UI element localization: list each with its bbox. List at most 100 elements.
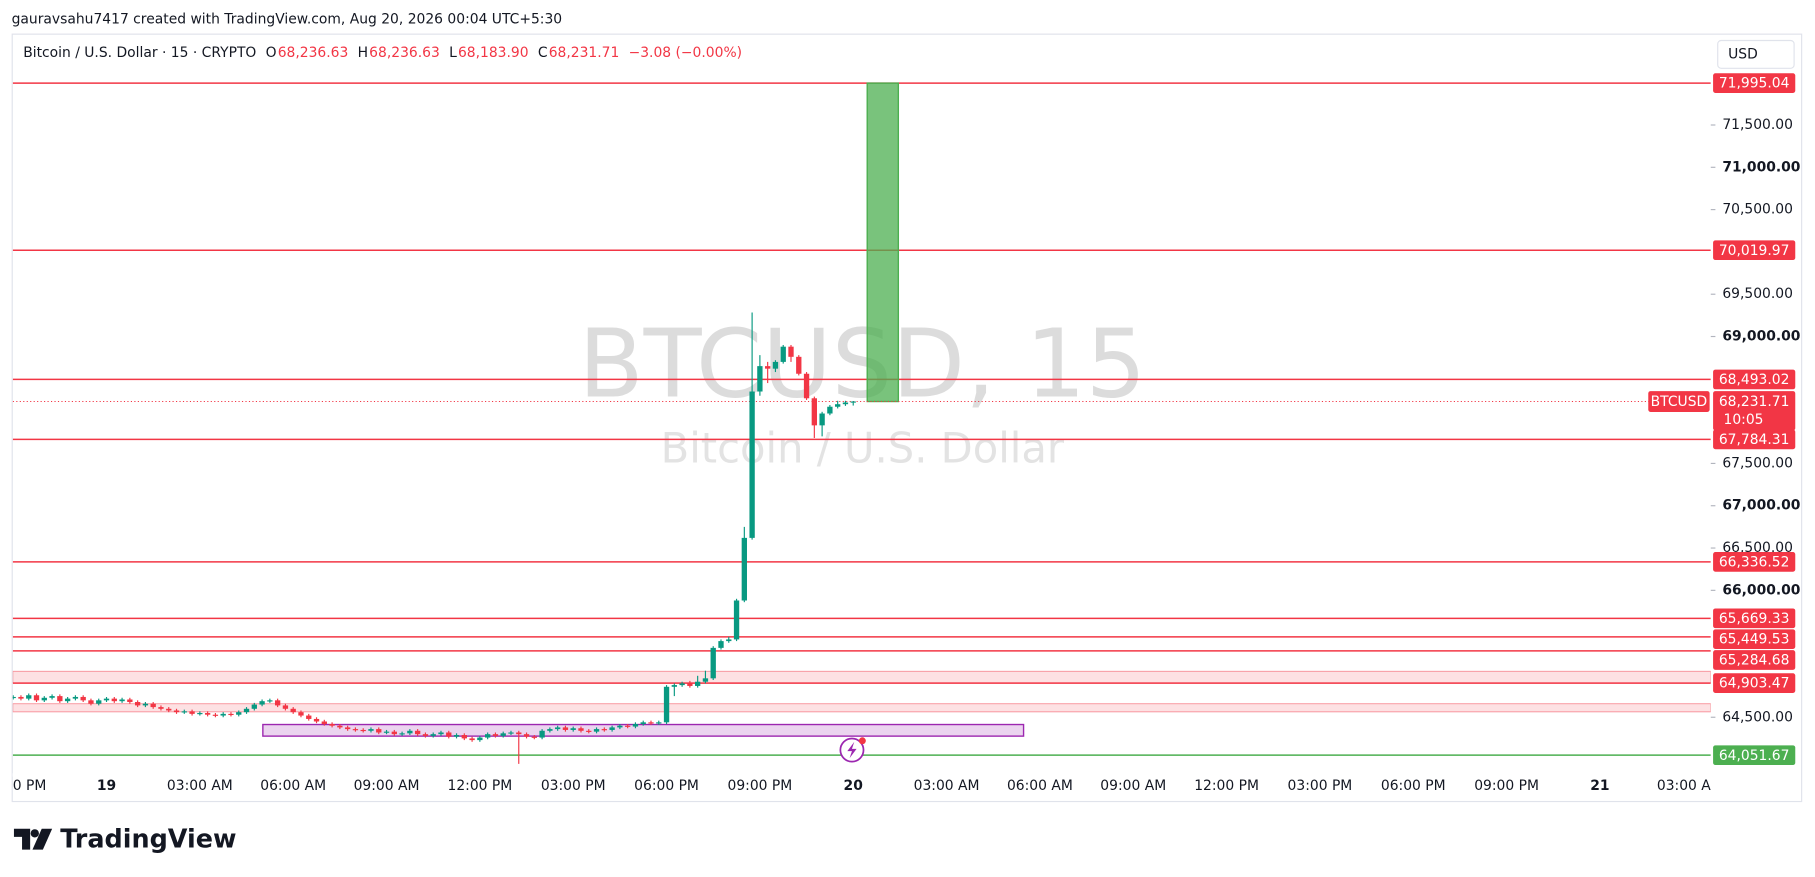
level-tag <box>1713 629 1796 649</box>
candle-body <box>733 600 740 640</box>
candle-body <box>749 391 755 538</box>
alert-icon <box>839 737 866 763</box>
watermark-subtitle: Bitcoin / U.S. Dollar <box>661 423 1065 472</box>
legend-symbol: Bitcoin / U.S. Dollar · 15 · CRYPTO <box>23 45 256 61</box>
candle-body <box>111 698 117 702</box>
level-tag-label: 65,449.53 <box>1719 632 1790 648</box>
candle-body <box>399 733 405 735</box>
symbol-tag <box>1648 391 1710 412</box>
candle-body <box>484 734 491 738</box>
candle-body <box>694 681 701 686</box>
candle-body <box>119 699 125 702</box>
legend-field-value: 68,236.63 <box>369 45 440 61</box>
candle-body <box>352 729 359 731</box>
candle-body <box>601 729 607 731</box>
plot-area: BTCUSD, 15 Bitcoin / U.S. Dollar <box>12 82 1711 764</box>
level-tag-label: 64,903.47 <box>1719 676 1790 692</box>
level-tag <box>1713 745 1796 766</box>
x-tick-label: 12:00 PM <box>1194 778 1259 794</box>
candle-body <box>508 732 514 734</box>
candle-body <box>298 712 304 716</box>
candle-body <box>166 708 172 711</box>
x-tick-label: 12:00 PM <box>448 778 513 794</box>
candle-body <box>788 346 794 357</box>
candle-body <box>72 696 79 699</box>
attribution: gauravsahu7417 created with TradingView.… <box>12 12 562 28</box>
y-tick-label: 69,000.00 <box>1722 329 1800 345</box>
countdown-label: 10:05 <box>1724 412 1764 428</box>
zone <box>12 670 1711 684</box>
y-tick-label: 67,000.00 <box>1722 498 1800 514</box>
x-tick-label: 21 <box>1590 778 1609 794</box>
level-tag-label: 71,995.04 <box>1719 76 1790 92</box>
candle-body <box>803 373 810 399</box>
level-tag-label: 66,336.52 <box>1719 554 1790 570</box>
chart-frame <box>11 33 1803 803</box>
candle-body <box>640 722 646 725</box>
candle-body <box>827 406 833 414</box>
candle-body <box>586 730 592 732</box>
legend: Bitcoin / U.S. Dollar · 15 · CRYPTO O 68,2… <box>23 45 742 61</box>
legend-change: −3.08 (−0.00%) <box>629 45 742 61</box>
candle-body <box>554 727 561 730</box>
candle-body <box>290 708 296 713</box>
level-tag-label: 70,019.97 <box>1719 243 1790 259</box>
candle-body <box>624 725 631 727</box>
x-tick-label: 09:00 AM <box>354 778 420 794</box>
candle-body <box>282 705 289 709</box>
candle-body <box>516 732 522 735</box>
level-tag <box>1713 608 1796 629</box>
legend-field-value: 68,183.90 <box>458 45 529 61</box>
level-tag-label: 67,784.31 <box>1719 432 1790 448</box>
candle-body <box>274 700 281 706</box>
candle-body <box>430 734 436 736</box>
candle-body <box>344 727 351 730</box>
candle-body <box>453 735 460 737</box>
legend-field-label: O <box>266 45 277 61</box>
candle-body <box>181 711 187 713</box>
candle-body <box>765 366 771 369</box>
candle-body <box>414 730 421 735</box>
candle-body <box>819 413 825 426</box>
candle-body <box>461 735 467 739</box>
candle-body <box>158 707 164 709</box>
currency-label[interactable]: USD <box>1728 46 1758 62</box>
candle-body <box>531 736 537 738</box>
candle-body <box>570 728 576 730</box>
candle-body <box>796 356 802 374</box>
candle-body <box>757 366 763 392</box>
candle-body <box>593 729 600 732</box>
candle-body <box>88 700 94 704</box>
candle-body <box>741 537 747 601</box>
candle-body <box>236 712 242 715</box>
level-tag <box>1713 73 1796 93</box>
candle-body <box>772 361 779 369</box>
candle-body <box>850 401 856 403</box>
candle-body <box>438 732 444 735</box>
x-tick-label: 20 <box>844 778 863 794</box>
level-tag-label: 68,493.02 <box>1719 372 1790 388</box>
candle-body <box>679 683 685 686</box>
y-tick-label: 66,000.00 <box>1722 582 1800 598</box>
last-price-label: 68,231.71 <box>1719 394 1790 410</box>
candle-body <box>469 738 475 741</box>
axes: 64,500.0066,000.0066,500.0067,000.0067,5… <box>12 73 1800 794</box>
candle-body <box>383 731 390 733</box>
candle-body <box>422 734 429 736</box>
watermark-title: BTCUSD, 15 <box>579 309 1147 419</box>
candle-body <box>33 695 40 701</box>
currency-button[interactable] <box>1717 39 1795 69</box>
candle-body <box>228 713 234 716</box>
symbol-tag-label: BTCUSD <box>1651 394 1708 410</box>
candle-body <box>407 730 413 734</box>
candle-body <box>41 697 47 701</box>
candle-body <box>96 700 102 704</box>
candle-body <box>12 696 16 699</box>
candle-body <box>648 722 654 724</box>
candle-body <box>26 695 32 699</box>
candle-body <box>780 346 786 362</box>
x-tick-label: 06:00 AM <box>1007 778 1073 794</box>
zone <box>12 703 1711 713</box>
candle-body <box>718 641 724 648</box>
